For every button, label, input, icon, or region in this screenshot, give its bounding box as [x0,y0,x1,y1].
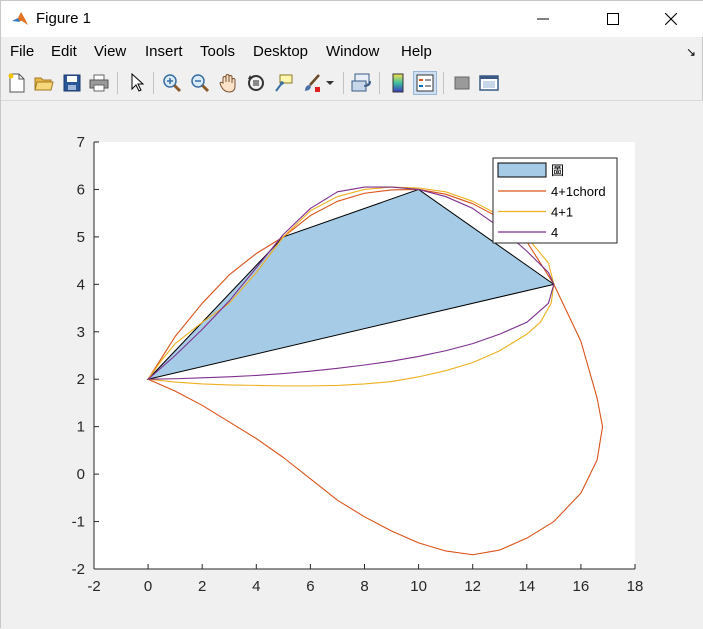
pan-button[interactable] [216,71,240,95]
link-plot-icon [351,73,371,92]
hide-plot-tools-button[interactable] [450,71,474,95]
y-tick-label: -2 [72,561,85,578]
zoom-in-icon [163,74,182,93]
y-tick-label: 3 [77,324,85,341]
legend-label-1: 4+1 [551,205,573,220]
title-bar: Figure 1 [1,1,703,37]
x-tick-label: 4 [252,578,260,595]
insert-legend-button[interactable] [413,71,437,95]
x-tick-label: 16 [573,578,590,595]
brush-button[interactable] [300,71,324,95]
legend-swatch-polygon [497,162,547,178]
x-tick-label: 18 [627,578,644,595]
toolbar-separator [379,72,380,94]
hide-tools-icon [454,76,470,90]
show-tools-icon [479,75,499,91]
menu-desktop[interactable]: Desktop [253,43,309,60]
data-cursor-icon [275,74,293,92]
chevron-down-icon [326,81,334,85]
print-figure-button[interactable] [87,71,111,95]
menu-view[interactable]: View [94,43,127,60]
maximize-button[interactable] [590,1,636,37]
y-tick-label: 4 [77,276,85,293]
toolbar-separator [117,72,118,94]
save-figure-button[interactable] [60,71,84,95]
rotate-3d-button[interactable] [244,71,268,95]
matlab-logo-icon [12,12,28,25]
toolbar-separator [343,72,344,94]
menu-insert[interactable]: Insert [145,43,183,60]
pointer-arrow-icon [131,73,145,92]
zoom-out-button[interactable] [188,71,212,95]
series-line-2 [147,186,555,380]
figure-canvas: -2 0 2 4 6 8 10 12 14 16 18 -2 -1 0 1 2 3 4 5 6 7 圖 4+1chord 4+… [1,101,703,629]
menu-bar: File Edit View Insert Tools Desktop Wind… [1,39,703,65]
legend-label-2: 4 [551,225,558,240]
plot-axes[interactable]: -2 0 2 4 6 8 10 12 14 16 18-2-101234567圖4+1chord4+… [1,101,703,629]
y-tick-label: 7 [77,134,85,151]
close-button[interactable] [648,1,694,37]
zoom-out-icon [191,74,210,93]
y-tick-label: 6 [77,181,85,198]
menu-file[interactable]: File [10,43,35,60]
hand-pan-icon [219,73,236,93]
menu-window[interactable]: Window [326,43,380,60]
figure-toolbar [1,67,703,101]
y-tick-label: 0 [77,466,85,483]
x-tick-label: 12 [464,578,481,595]
minimize-button[interactable] [520,1,566,37]
y-tick-label: 2 [77,371,85,388]
new-figure-button[interactable] [5,71,29,95]
show-plot-tools-button[interactable] [477,71,501,95]
x-tick-label: 14 [518,578,535,595]
menu-tools[interactable]: Tools [200,43,236,60]
brush-icon [305,74,320,92]
x-tick-label: -2 [87,578,100,595]
insert-colorbar-button[interactable] [386,71,410,95]
edit-plot-button[interactable] [125,71,149,95]
brush-dropdown-button[interactable] [323,71,337,95]
open-file-button[interactable] [32,71,56,95]
dock-arrow-icon[interactable]: ↘ [685,45,696,59]
x-tick-label: 8 [360,578,368,595]
legend-label-0: 4+1chord [551,184,606,199]
x-tick-label: 6 [306,578,314,595]
y-tick-label: -1 [72,514,85,531]
x-tick-label: 0 [144,578,152,595]
legend-label-polygon: 圖 [551,163,564,178]
x-tick-label: 2 [198,578,206,595]
new-file-icon [8,73,25,93]
toolbar-separator [443,72,444,94]
legend-icon [416,74,434,92]
link-plot-button[interactable] [350,71,374,95]
y-tick-label: 1 [77,419,85,436]
print-icon [89,74,109,92]
y-tick-label: 5 [77,229,85,246]
colorbar-icon [392,73,404,93]
minimize-icon [537,18,549,20]
rotate-3d-icon [248,75,264,91]
maximize-icon [607,13,619,25]
data-cursor-button[interactable] [272,71,296,95]
series-line-0 [147,188,604,556]
menu-help[interactable]: Help [401,43,432,60]
toolbar-separator [153,72,154,94]
x-tick-label: 10 [410,578,427,595]
window-title: Figure 1 [36,10,92,27]
close-icon [665,13,677,25]
zoom-in-button[interactable] [160,71,184,95]
save-icon [63,74,81,92]
menu-edit[interactable]: Edit [51,43,77,60]
folder-open-icon [34,77,54,91]
